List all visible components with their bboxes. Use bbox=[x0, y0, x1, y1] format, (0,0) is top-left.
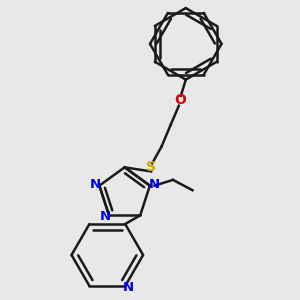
Text: N: N bbox=[148, 178, 160, 191]
Text: N: N bbox=[99, 210, 110, 223]
Text: O: O bbox=[174, 93, 186, 107]
Text: S: S bbox=[146, 160, 156, 174]
Text: N: N bbox=[122, 280, 134, 294]
Text: N: N bbox=[90, 178, 101, 191]
